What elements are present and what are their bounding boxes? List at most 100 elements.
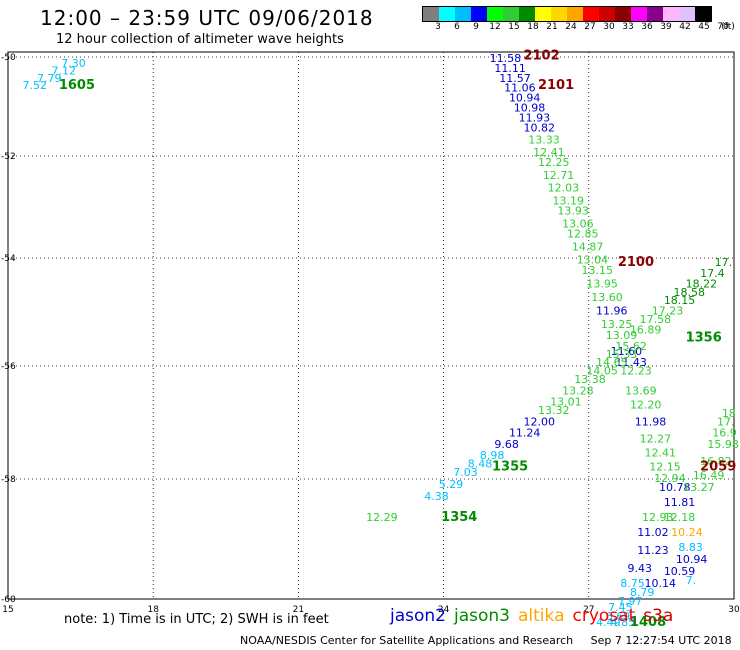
wave-height-label: 8.48 [468, 458, 493, 471]
wave-height-label: 17.4 [700, 267, 725, 280]
x-tick-label: 27 [583, 605, 594, 615]
wave-height-label: 8.98 [480, 449, 505, 462]
wave-height-label: 11.24 [509, 427, 541, 440]
colorbar-swatch [695, 7, 711, 21]
colorbar-swatch [455, 7, 471, 21]
wave-height-label: 12.29 [366, 511, 398, 524]
x-tick-label: 24 [438, 605, 450, 615]
wave-height-label: 12.03 [548, 182, 580, 195]
wave-height-label: 12.71 [543, 169, 575, 182]
wave-height-label: 4.49 [596, 616, 621, 629]
wave-height-label: 11.11 [494, 62, 526, 75]
colorbar-label: 70 [717, 22, 729, 32]
legend-jason3: jason3 [454, 606, 510, 626]
wave-height-label: 11.06 [504, 82, 535, 95]
legend-cryosat: cryosat [572, 606, 636, 626]
wave-height-label: 13.19 [553, 194, 585, 207]
wave-height-label: 11.57 [499, 72, 531, 85]
wave-height-label: 6.69 [606, 610, 631, 623]
colorbar-swatch [551, 7, 567, 21]
x-tick-label: 30 [728, 605, 740, 615]
wave-height-label: 5.29 [439, 478, 464, 491]
pass-time-label: 1355 [492, 460, 528, 475]
pass-time-label: 2059 [700, 460, 736, 475]
colorbar-label: 9 [473, 22, 479, 32]
wave-height-label: 11.81 [664, 496, 696, 509]
wave-height-label: 18.58 [674, 286, 706, 299]
wave-height-label: 13.95 [586, 278, 618, 291]
colorbar-swatch [631, 7, 647, 21]
legend-altika: altika [518, 606, 565, 626]
wave-height-label: 13.33 [528, 134, 560, 147]
colorbar-label: 30 [603, 22, 615, 32]
map-ticks: 15 18 21 24 27 30 -50 -52 -54 -56 -58 -60 [1, 53, 740, 615]
colorbar-label: 39 [660, 22, 672, 32]
wave-height-label: 7.79 [37, 72, 62, 85]
colorbar-swatch [647, 7, 663, 21]
wave-height-label: 18 [722, 407, 736, 420]
pass-time-label: 2101 [538, 78, 574, 93]
pass-time-label: 1354 [441, 510, 477, 525]
credit-text: NOAA/NESDIS Center for Satellite Applica… [240, 634, 574, 647]
colorbar-swatch [487, 7, 503, 21]
wave-height-label: 12.23 [620, 364, 652, 377]
wave-height-label: 10.59 [664, 565, 696, 578]
wave-height-label: 11.96 [596, 305, 628, 318]
x-tick-label: 15 [2, 605, 13, 615]
time-labels: 1605 2102 2101 2100 1356 1355 1354 2059 1408 [59, 48, 736, 630]
wave-height-label: 7.97 [618, 595, 643, 608]
colorbar-swatch [423, 7, 439, 21]
wave-height-label: 13.93 [557, 205, 589, 218]
wave-height-label: 12.27 [640, 432, 672, 445]
y-tick-label: -56 [1, 362, 16, 372]
wave-height-label: 11.93 [519, 111, 551, 124]
wave-height-label: 12.15 [649, 461, 681, 474]
colorbar-label: 45 [698, 22, 710, 32]
satellite-legend: jason2 jason3 altika cryosat s3a [390, 606, 681, 626]
wave-height-label: 12.85 [567, 228, 599, 241]
wave-height-label: 7.45 [608, 601, 633, 614]
x-tick-label: 21 [293, 605, 304, 615]
wave-height-label: 10.24 [671, 526, 703, 539]
wave-height-label: 11.60 [611, 345, 643, 358]
wave-height-label: 12.41 [533, 146, 565, 159]
wave-height-label: 16.82 [700, 455, 732, 468]
wave-height-label: 13.60 [591, 291, 623, 304]
wave-height-label: 4.85 [611, 616, 636, 629]
wave-height-label: 12.25 [538, 156, 570, 169]
colorbar-labels: 3 6 9 12 15 18 21 24 27 30 33 36 39 42 45 70 (ft) [422, 22, 740, 36]
y-tick-label: -50 [1, 53, 16, 63]
colorbar-swatch [503, 7, 519, 21]
wave-height-label: 15.62 [615, 340, 647, 353]
legend-s3a: s3a [643, 606, 674, 626]
wave-height-label: 14.87 [572, 240, 604, 253]
timestamp-text: Sep 7 12:27:54 UTC 2018 [590, 634, 732, 647]
wave-height-label: 13.09 [606, 329, 638, 342]
map-frame [7, 51, 735, 600]
x-tick-label: 18 [147, 605, 159, 615]
wave-height-label: 13.38 [574, 373, 606, 386]
wave-height-label: 15.33 [606, 348, 638, 361]
wave-height-label: 7.30 [61, 57, 86, 70]
wave-height-label: 10.78 [659, 481, 691, 494]
map-grid [8, 52, 734, 599]
pass-time-label: 1408 [630, 615, 666, 630]
wave-height-label: 8.75 [620, 577, 645, 590]
wave-height-label: 13.01 [550, 396, 582, 409]
wave-height-label: 13.28 [562, 384, 594, 397]
colorbar-label: 36 [641, 22, 653, 32]
colorbar-swatch [583, 7, 599, 21]
wave-height-label: 12.18 [664, 511, 696, 524]
wave-height-label: 7.12 [52, 64, 76, 77]
wave-height-label: 12.94 [654, 472, 686, 485]
wave-height-label: 17. [717, 415, 735, 428]
wave-height-label: 13.06 [562, 217, 594, 230]
wave-height-label: 16.9 [712, 427, 737, 440]
wave-height-label: 14.05 [586, 364, 618, 377]
colorbar-label: 24 [565, 22, 577, 32]
wave-height-label: 11.02 [637, 526, 669, 539]
footnote: note: 1) Time is in UTC; 2) SWH is in fe… [64, 612, 329, 627]
wave-height-label: 14.65 [596, 356, 628, 369]
wave-height-label: 16.89 [630, 324, 662, 337]
wave-height-label: 17.23 [652, 305, 684, 318]
